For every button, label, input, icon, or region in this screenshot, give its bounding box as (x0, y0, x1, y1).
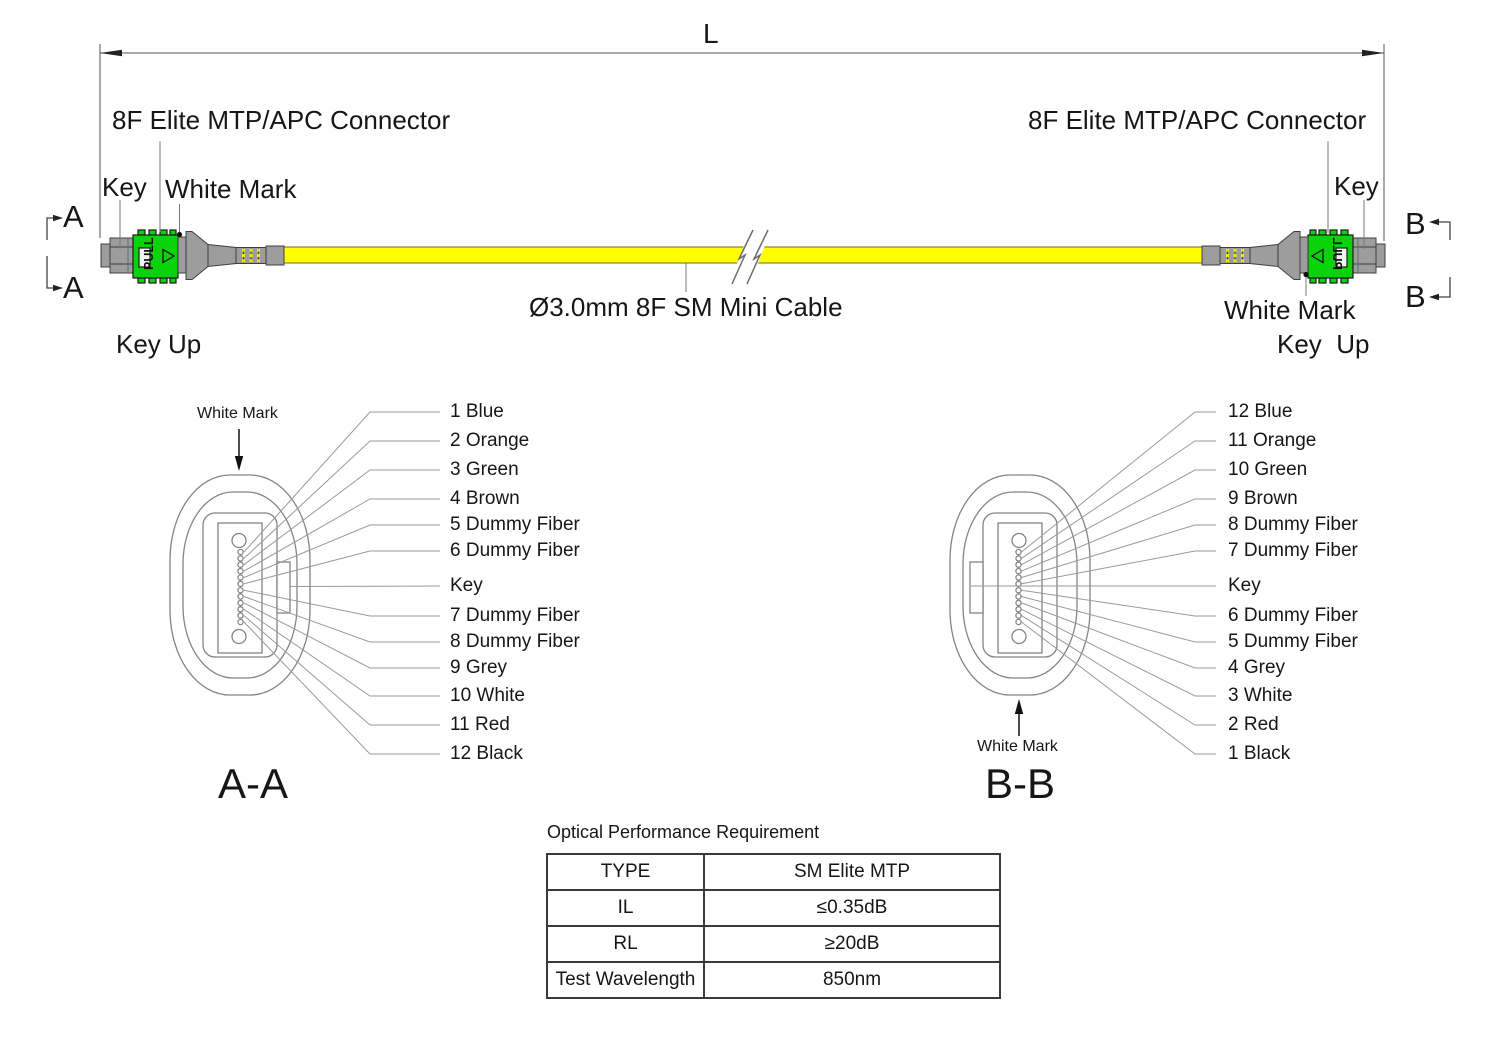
face-a-label-1: 1 Blue (450, 401, 504, 422)
face-a-label-11: 11 Red (450, 714, 510, 735)
face-a-label-3: 3 Green (450, 459, 519, 480)
face-a-label-2: 2 Orange (450, 430, 530, 451)
section-markers (46, 214, 1451, 301)
table-cell-value: ≥20dB (703, 925, 1001, 963)
face-a-label-7: 7 Dummy Fiber (450, 605, 580, 626)
face-b-label-6: 7 Dummy Fiber (1228, 540, 1358, 561)
face-b-leaders (971, 411, 1216, 755)
table-row: Test Wavelength 850nm (546, 961, 1001, 999)
table-cell-param: IL (546, 889, 705, 927)
dim-arrow-right (1362, 49, 1384, 57)
face-b-label-4: 9 Brown (1228, 488, 1298, 509)
right-white-mark-label: White Mark (1224, 295, 1356, 325)
crimp-sleeve (265, 245, 285, 266)
face-b-white-mark-label: White Mark (977, 738, 1058, 755)
ferrule-body (109, 237, 135, 274)
left-key-label: Key (102, 172, 147, 202)
table-row: TYPE SM Elite MTP (546, 853, 1001, 891)
strain-relief (235, 247, 267, 264)
face-a-label-10: 10 White (450, 685, 525, 706)
face-b-label-5: 8 Dummy Fiber (1228, 514, 1358, 535)
dim-arrow-left (100, 49, 122, 57)
face-a-label-4: 4 Brown (450, 488, 520, 509)
fiber-array-a (237, 548, 244, 626)
table-cell-value: ≤0.35dB (703, 889, 1001, 927)
face-b-label-12: 1 Black (1228, 743, 1291, 764)
face-b-label-9: 4 Grey (1228, 657, 1286, 678)
pull-arrow-icon (162, 248, 176, 264)
performance-table-title: Optical Performance Requirement (547, 822, 820, 842)
face-b-label-3: 10 Green (1228, 459, 1308, 480)
table-cell-value: 850nm (703, 961, 1001, 999)
face-b-label-8: 5 Dummy Fiber (1228, 631, 1358, 652)
face-b-title: B-B (985, 760, 1056, 807)
face-a-label-key: Key (450, 575, 483, 596)
left-white-mark-label: White Mark (165, 174, 297, 204)
table-cell-param: Test Wavelength (546, 961, 705, 999)
face-b-label-key: Key (1228, 575, 1261, 596)
dimension-label: L (703, 18, 719, 49)
table-cell-param: TYPE (546, 853, 705, 891)
face-a-label-5: 5 Dummy Fiber (450, 514, 580, 535)
table-row: IL ≤0.35dB (546, 889, 1001, 927)
boot-taper (207, 243, 237, 268)
left-connector-label: 8F Elite MTP/APC Connector (112, 105, 451, 135)
section-a-bottom-letter: A (63, 270, 84, 305)
key-tab-b (969, 561, 984, 614)
face-a-title: A-A (218, 760, 289, 807)
face-b-label-1: 12 Blue (1228, 401, 1293, 422)
guide-pin-hole (1011, 532, 1027, 549)
green-housing: PULL (132, 229, 179, 284)
table-cell-param: RL (546, 925, 705, 963)
cable-label: Ø3.0mm 8F SM Mini Cable (529, 292, 843, 322)
right-connector (1201, 229, 1386, 284)
assembly-leaders (119, 141, 1365, 296)
white-mark-dot-left (176, 231, 183, 238)
left-key-up-label: Key Up (116, 329, 202, 359)
face-a-leaders (243, 411, 441, 755)
cable-break-icon (729, 229, 771, 285)
right-key-label: Key (1334, 171, 1379, 201)
section-a-top-letter: A (63, 199, 84, 234)
right-key-up-label: Key Up (1277, 329, 1370, 359)
guide-pin-hole (231, 532, 247, 549)
face-a-label-8: 8 Dummy Fiber (450, 631, 580, 652)
table-cell-value: SM Elite MTP (703, 853, 1001, 891)
face-b-label-7: 6 Dummy Fiber (1228, 605, 1358, 626)
fiber-array-b (1015, 548, 1022, 626)
face-view-b (949, 474, 1091, 736)
face-b-label-11: 2 Red (1228, 714, 1279, 735)
pull-tab-window (138, 247, 151, 268)
face-a-label-6: 6 Dummy Fiber (450, 540, 580, 561)
guide-pin-hole (231, 628, 247, 645)
table-row: RL ≥20dB (546, 925, 1001, 963)
white-mark-arrow-a (234, 456, 244, 471)
section-b-top-letter: B (1405, 206, 1426, 241)
ferrule-tip (100, 243, 111, 268)
performance-table: TYPE SM Elite MTP IL ≤0.35dB RL ≥20dB Te… (546, 853, 1001, 999)
white-mark-dot-right (1303, 271, 1309, 278)
face-b-label-10: 3 White (1228, 685, 1293, 706)
key-tab-a (276, 561, 291, 614)
pull-tab-text: PULL (142, 237, 156, 270)
face-a-white-mark-label: White Mark (197, 405, 278, 422)
guide-pin-hole (1011, 628, 1027, 645)
right-connector-label: 8F Elite MTP/APC Connector (1028, 105, 1367, 135)
white-mark-arrow-b (1014, 699, 1024, 714)
dimension-l (99, 44, 1385, 241)
face-view-a (169, 429, 311, 696)
face-a-label-9: 9 Grey (450, 657, 508, 678)
face-b-label-2: 11 Orange (1228, 430, 1317, 451)
face-a-label-12: 12 Black (450, 743, 523, 764)
left-connector: PULL (100, 229, 285, 284)
section-b-bottom-letter: B (1405, 279, 1426, 314)
rear-ring (177, 236, 187, 274)
boot-flare (185, 231, 209, 280)
